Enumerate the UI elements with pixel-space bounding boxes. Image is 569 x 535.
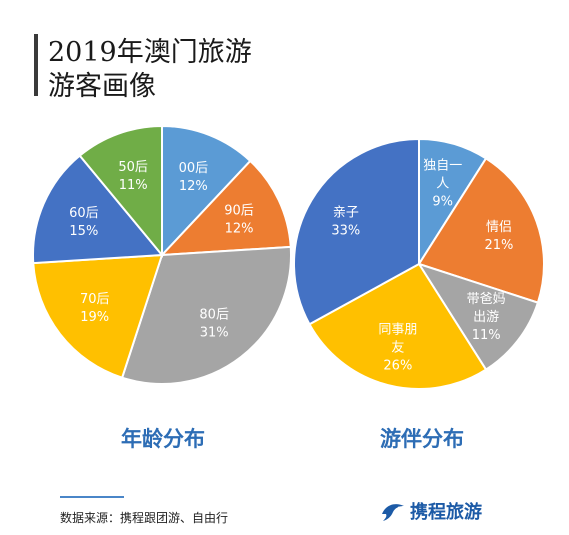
dolphin-icon [382,504,404,521]
age-slice-label-4: 60后 15% [69,206,99,239]
companion-slice-1 [417,157,545,304]
companion-slice-3 [308,262,488,390]
companion-slice-label-3: 同事朋友 26% [378,322,417,373]
age-slice-5 [78,124,163,258]
footer-divider [60,496,124,498]
age-slice-label-2: 80后 31% [199,307,229,340]
age-slice-4 [32,154,165,265]
companion-slice-label-1: 情侣 21% [485,220,514,253]
age-slice-label-0: 00后 12% [179,161,209,194]
title-accent-bar [34,34,38,96]
companion-slice-4 [293,137,420,326]
age-slice-label-5: 50后 11% [118,160,148,193]
data-source-note: 数据来源：携程跟团游、自由行 [60,511,229,525]
age-slice-label-1: 90后 12% [224,204,254,237]
page-title: 2019年澳门旅游 [48,37,252,68]
age-slice-2 [120,245,292,385]
age-slice-0 [161,124,252,258]
companion-chart-title: 游伴分布 [380,427,464,451]
age-slice-1 [159,159,292,257]
logo-text: 携程旅游 [410,502,482,523]
age-slice-3 [32,253,164,379]
age-slice-label-3: 70后 19% [80,292,110,325]
companion-slice-label-0: 独自一人 9% [423,158,462,209]
ctrip-logo: 携程旅游 [380,498,482,524]
page-title-line2: 游客画像 [48,71,156,102]
companion-slice-label-4: 亲子 33% [331,206,360,239]
companion-slice-2 [416,262,540,371]
age-chart-title: 年龄分布 [121,427,205,451]
companion-slice-label-2: 带爸妈出游 11% [467,292,506,343]
